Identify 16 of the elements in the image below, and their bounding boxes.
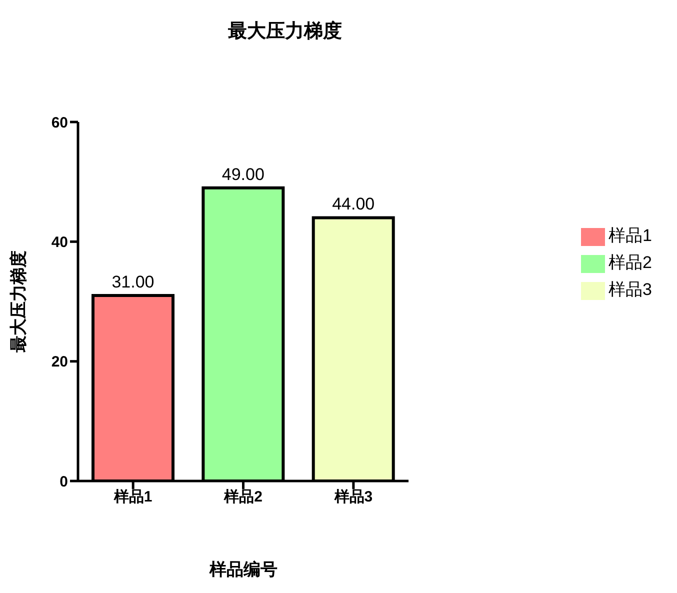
x-tick-label: 样品1 bbox=[112, 488, 152, 506]
y-axis-title: 最大压力梯度 bbox=[9, 250, 28, 354]
y-tick-label: 0 bbox=[60, 473, 68, 490]
legend-label: 样品2 bbox=[608, 253, 652, 272]
legend-label: 样品3 bbox=[608, 280, 652, 299]
data-label: 49.00 bbox=[222, 164, 264, 184]
x-tick-label: 样品3 bbox=[333, 488, 373, 506]
y-tick-label: 40 bbox=[51, 234, 68, 251]
chart-title: 最大压力梯度 bbox=[227, 20, 343, 44]
x-tick-label: 样品2 bbox=[223, 488, 262, 506]
legend-label: 样品1 bbox=[608, 226, 652, 245]
x-axis-title: 样品编号 bbox=[208, 560, 278, 579]
data-label: 31.00 bbox=[112, 272, 154, 292]
y-tick-label: 20 bbox=[51, 354, 68, 371]
y-tick-label: 60 bbox=[51, 114, 68, 132]
data-label: 44.00 bbox=[332, 194, 375, 214]
